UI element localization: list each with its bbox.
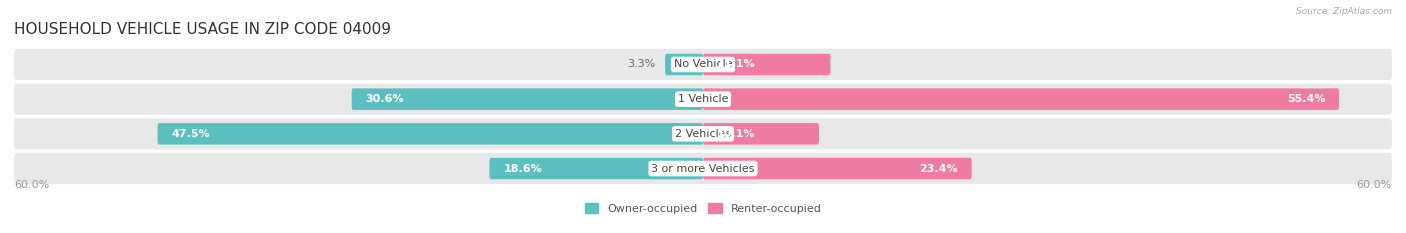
FancyBboxPatch shape — [14, 84, 1392, 115]
Text: No Vehicle: No Vehicle — [673, 59, 733, 69]
Text: Source: ZipAtlas.com: Source: ZipAtlas.com — [1296, 7, 1392, 16]
Text: 47.5%: 47.5% — [172, 129, 209, 139]
Text: HOUSEHOLD VEHICLE USAGE IN ZIP CODE 04009: HOUSEHOLD VEHICLE USAGE IN ZIP CODE 0400… — [14, 22, 391, 37]
Legend: Owner-occupied, Renter-occupied: Owner-occupied, Renter-occupied — [581, 199, 825, 218]
Text: 30.6%: 30.6% — [366, 94, 404, 104]
FancyBboxPatch shape — [14, 118, 1392, 149]
Text: 60.0%: 60.0% — [1357, 180, 1392, 190]
FancyBboxPatch shape — [14, 153, 1392, 184]
Text: 18.6%: 18.6% — [503, 164, 541, 174]
Text: 10.1%: 10.1% — [717, 129, 755, 139]
FancyBboxPatch shape — [703, 88, 1339, 110]
Text: 55.4%: 55.4% — [1286, 94, 1326, 104]
FancyBboxPatch shape — [352, 88, 703, 110]
Text: 2 Vehicles: 2 Vehicles — [675, 129, 731, 139]
FancyBboxPatch shape — [157, 123, 703, 145]
FancyBboxPatch shape — [703, 158, 972, 179]
FancyBboxPatch shape — [665, 54, 703, 75]
FancyBboxPatch shape — [703, 54, 831, 75]
FancyBboxPatch shape — [489, 158, 703, 179]
Text: 23.4%: 23.4% — [920, 164, 957, 174]
Text: 11.1%: 11.1% — [717, 59, 755, 69]
Text: 60.0%: 60.0% — [14, 180, 49, 190]
Text: 1 Vehicle: 1 Vehicle — [678, 94, 728, 104]
FancyBboxPatch shape — [14, 49, 1392, 80]
Text: 3 or more Vehicles: 3 or more Vehicles — [651, 164, 755, 174]
Text: 3.3%: 3.3% — [627, 59, 657, 69]
FancyBboxPatch shape — [703, 123, 818, 145]
